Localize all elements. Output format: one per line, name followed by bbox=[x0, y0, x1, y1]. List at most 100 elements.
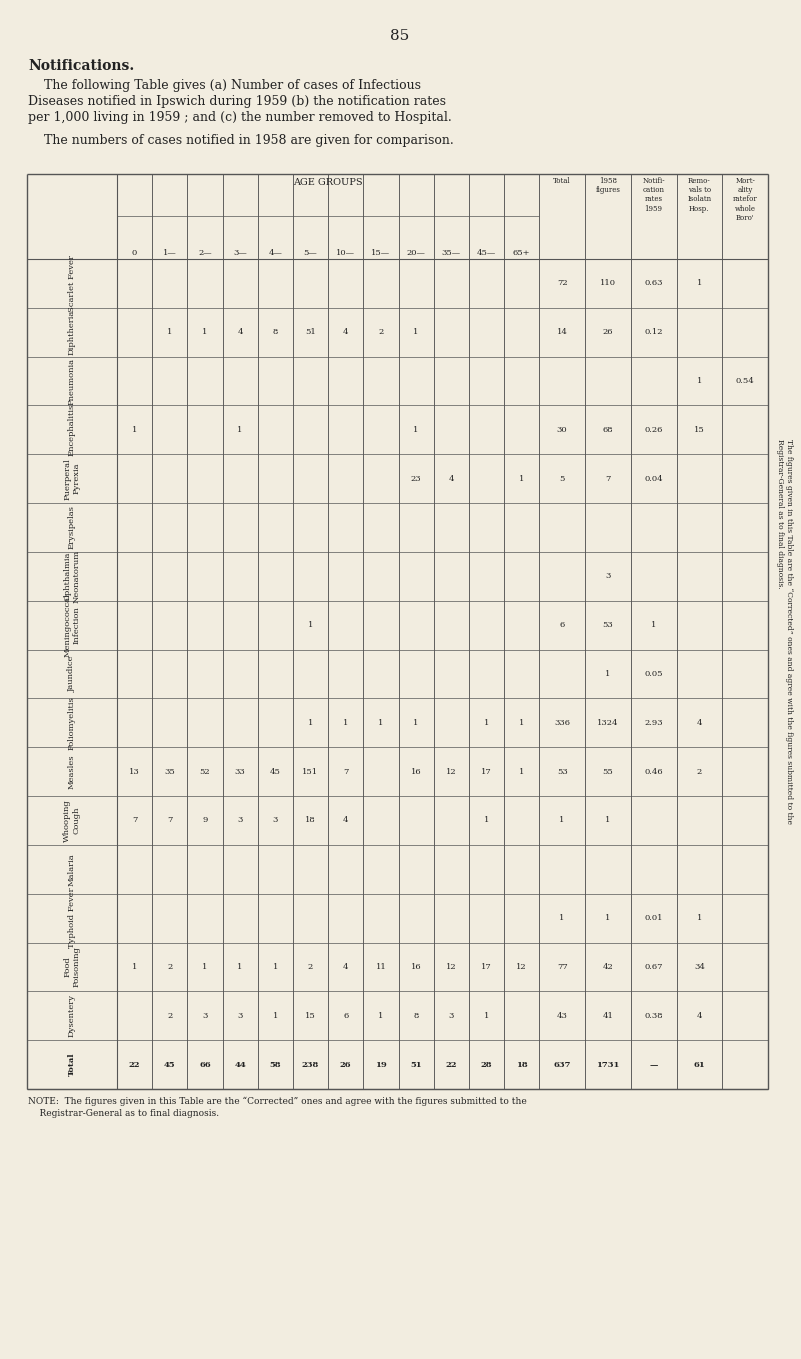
Text: Malaria: Malaria bbox=[68, 853, 76, 886]
Text: 26: 26 bbox=[602, 329, 613, 336]
Text: 51: 51 bbox=[410, 1060, 422, 1068]
Text: 17: 17 bbox=[481, 768, 492, 776]
Text: 1: 1 bbox=[413, 425, 419, 434]
Text: 1: 1 bbox=[484, 817, 489, 825]
Text: Total: Total bbox=[553, 177, 571, 185]
Text: 1—: 1— bbox=[163, 249, 177, 257]
Text: per 1,000 living in 1959 ; and (c) the number removed to Hospital.: per 1,000 living in 1959 ; and (c) the n… bbox=[28, 111, 452, 124]
Text: 1: 1 bbox=[167, 329, 172, 336]
Text: Puerperal
Pyrexia: Puerperal Pyrexia bbox=[63, 458, 81, 500]
Text: 72: 72 bbox=[557, 280, 567, 287]
Text: AGE GROUPS: AGE GROUPS bbox=[293, 178, 363, 188]
Text: 30: 30 bbox=[557, 425, 567, 434]
Text: 637: 637 bbox=[553, 1060, 571, 1068]
Text: 68: 68 bbox=[602, 425, 614, 434]
Text: 8: 8 bbox=[272, 329, 278, 336]
Text: 34: 34 bbox=[694, 964, 705, 970]
Text: 0.26: 0.26 bbox=[645, 425, 662, 434]
Text: Poliomyelitis: Poliomyelitis bbox=[68, 696, 76, 750]
Text: 20—: 20— bbox=[407, 249, 425, 257]
Text: 1: 1 bbox=[484, 1011, 489, 1019]
Text: 7: 7 bbox=[606, 474, 610, 482]
Text: 1: 1 bbox=[559, 817, 565, 825]
Text: 0: 0 bbox=[132, 249, 137, 257]
Text: 1: 1 bbox=[237, 964, 243, 970]
Text: 2: 2 bbox=[167, 1011, 172, 1019]
Text: Mort-
ality
ratefor
whole
Boro': Mort- ality ratefor whole Boro' bbox=[733, 177, 758, 222]
Text: 4: 4 bbox=[343, 817, 348, 825]
Text: Pneumonia: Pneumonia bbox=[68, 357, 76, 405]
Text: 1: 1 bbox=[519, 719, 525, 727]
Text: 1: 1 bbox=[272, 1011, 278, 1019]
Text: 0.01: 0.01 bbox=[644, 915, 663, 923]
Text: Erysipelas: Erysipelas bbox=[68, 506, 76, 549]
Text: NOTE:  The figures given in this Table are the “Corrected” ones and agree with t: NOTE: The figures given in this Table ar… bbox=[28, 1097, 527, 1106]
Text: 1: 1 bbox=[606, 915, 610, 923]
Text: Diphtheria: Diphtheria bbox=[68, 310, 76, 355]
Text: 2: 2 bbox=[378, 329, 384, 336]
Text: 5: 5 bbox=[559, 474, 565, 482]
Text: 58: 58 bbox=[270, 1060, 281, 1068]
Text: 238: 238 bbox=[302, 1060, 320, 1068]
Text: 0.04: 0.04 bbox=[644, 474, 663, 482]
Text: 4: 4 bbox=[697, 719, 702, 727]
Text: 61: 61 bbox=[694, 1060, 705, 1068]
Text: 1: 1 bbox=[308, 621, 313, 629]
Text: Jaundice: Jaundice bbox=[68, 656, 76, 692]
Text: 1: 1 bbox=[378, 719, 384, 727]
Text: 1731: 1731 bbox=[596, 1060, 620, 1068]
Text: 1324: 1324 bbox=[597, 719, 618, 727]
Text: 110: 110 bbox=[600, 280, 616, 287]
Text: 44: 44 bbox=[234, 1060, 246, 1068]
Text: 22: 22 bbox=[445, 1060, 457, 1068]
Text: 22: 22 bbox=[129, 1060, 140, 1068]
Text: 51: 51 bbox=[305, 329, 316, 336]
Text: 4—: 4— bbox=[268, 249, 282, 257]
Text: 1: 1 bbox=[413, 329, 419, 336]
Text: 4: 4 bbox=[697, 1011, 702, 1019]
Text: 1: 1 bbox=[697, 376, 702, 385]
Text: 1: 1 bbox=[559, 915, 565, 923]
Text: Dysentery: Dysentery bbox=[68, 995, 76, 1037]
Text: 45: 45 bbox=[270, 768, 281, 776]
Text: 66: 66 bbox=[199, 1060, 211, 1068]
Text: 12: 12 bbox=[446, 964, 457, 970]
Text: 85: 85 bbox=[390, 29, 409, 43]
Text: 9: 9 bbox=[203, 817, 207, 825]
Text: 1: 1 bbox=[606, 817, 610, 825]
Text: 16: 16 bbox=[411, 768, 421, 776]
Text: Registrar-General as to final diagnosis.: Registrar-General as to final diagnosis. bbox=[28, 1109, 219, 1118]
Text: 1: 1 bbox=[378, 1011, 384, 1019]
Text: 3—: 3— bbox=[233, 249, 247, 257]
Text: 0.05: 0.05 bbox=[644, 670, 663, 678]
Text: Notifications.: Notifications. bbox=[28, 58, 135, 73]
Text: 0.46: 0.46 bbox=[644, 768, 663, 776]
Text: 0.67: 0.67 bbox=[644, 964, 663, 970]
Text: 6: 6 bbox=[560, 621, 565, 629]
Text: 16: 16 bbox=[411, 964, 421, 970]
Text: 3: 3 bbox=[606, 572, 610, 580]
Text: —: — bbox=[650, 1060, 658, 1068]
Text: 1958
figures: 1958 figures bbox=[595, 177, 620, 194]
Text: 7: 7 bbox=[132, 817, 137, 825]
Text: 10—: 10— bbox=[336, 249, 355, 257]
Text: Notifi-
cation
rates
1959: Notifi- cation rates 1959 bbox=[642, 177, 665, 212]
Text: 45—: 45— bbox=[477, 249, 496, 257]
Text: 3: 3 bbox=[237, 817, 243, 825]
Text: 3: 3 bbox=[272, 817, 278, 825]
Text: 2: 2 bbox=[308, 964, 313, 970]
Text: 42: 42 bbox=[602, 964, 614, 970]
Text: 41: 41 bbox=[602, 1011, 614, 1019]
Text: 5—: 5— bbox=[304, 249, 317, 257]
Text: 18: 18 bbox=[516, 1060, 528, 1068]
Text: 4: 4 bbox=[237, 329, 243, 336]
Text: Whooping
Cough: Whooping Cough bbox=[63, 799, 81, 841]
Text: 13: 13 bbox=[129, 768, 140, 776]
Text: 8: 8 bbox=[413, 1011, 419, 1019]
Text: 15: 15 bbox=[694, 425, 705, 434]
Text: Typhoid Fever: Typhoid Fever bbox=[68, 887, 76, 949]
Text: 6: 6 bbox=[343, 1011, 348, 1019]
Text: Measles: Measles bbox=[68, 754, 76, 788]
Text: 1: 1 bbox=[308, 719, 313, 727]
Text: 0.54: 0.54 bbox=[736, 376, 755, 385]
